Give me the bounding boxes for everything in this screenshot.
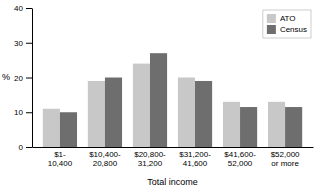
bar bbox=[285, 107, 302, 147]
tick-label-line: 41,600 bbox=[183, 159, 208, 168]
bar bbox=[60, 112, 77, 147]
legend-swatch bbox=[267, 25, 276, 34]
tick-label-line: or more bbox=[271, 159, 299, 168]
legend-item: ATO bbox=[267, 14, 296, 23]
tick-label-line: 10,400 bbox=[48, 159, 73, 168]
tick: $20,800-31,200 bbox=[134, 147, 166, 168]
tick: 30 bbox=[14, 39, 32, 48]
bars bbox=[43, 53, 302, 147]
bar bbox=[133, 64, 150, 147]
tick-label: 30 bbox=[14, 39, 23, 48]
x-axis: $1-10,400 $10,400-20,800 $20,800-31,200 $31… bbox=[33, 147, 314, 168]
tick-mark bbox=[26, 8, 32, 9]
tick: 0 bbox=[19, 143, 32, 152]
tick: 40 bbox=[14, 4, 32, 13]
bar bbox=[88, 81, 105, 147]
bar bbox=[223, 102, 240, 147]
x-axis-title: Total income bbox=[147, 177, 198, 187]
axis-line bbox=[33, 147, 314, 148]
tick-label-line: 20,800 bbox=[93, 159, 118, 168]
y-axis: 0 10 20 30 40 bbox=[14, 4, 32, 152]
tick-label: 20 bbox=[14, 74, 23, 83]
tick: $41,600-52,000 bbox=[224, 147, 256, 168]
tick: 10 bbox=[14, 108, 32, 117]
tick: $52,000or more bbox=[271, 147, 300, 168]
tick: $1-10,400 bbox=[48, 147, 73, 168]
bar bbox=[105, 78, 122, 148]
y-axis-title: % bbox=[2, 72, 10, 82]
legend-item: Census bbox=[267, 25, 307, 34]
plot: 0 10 20 30 40 $1-10,400 $10,400-20,800 $20,800-… bbox=[14, 4, 313, 168]
tick-label: $31,200-41,600 bbox=[179, 150, 211, 168]
tick-label: 0 bbox=[19, 143, 24, 152]
bar bbox=[178, 78, 195, 148]
tick-label: $10,400-20,800 bbox=[89, 150, 121, 168]
tick-label: $41,600-52,000 bbox=[224, 150, 256, 168]
tick-label-line: $10,400- bbox=[89, 150, 121, 159]
tick-mark bbox=[26, 112, 32, 113]
tick-label-line: 52,000 bbox=[228, 159, 253, 168]
tick-mark bbox=[26, 147, 32, 148]
legend-label: ATO bbox=[280, 14, 296, 23]
bar bbox=[150, 53, 167, 147]
tick: 20 bbox=[14, 74, 32, 83]
axis-line bbox=[32, 9, 33, 148]
bar bbox=[195, 81, 212, 147]
tick-label: $20,800-31,200 bbox=[134, 150, 166, 168]
bar bbox=[268, 102, 285, 147]
tick-label-line: $52,000 bbox=[271, 150, 300, 159]
bar bbox=[43, 109, 60, 147]
bar bbox=[240, 107, 257, 147]
tick-mark bbox=[26, 43, 32, 44]
tick-label-line: 31,200 bbox=[138, 159, 163, 168]
tick-label-line: $31,200- bbox=[179, 150, 211, 159]
tick-label: $52,000or more bbox=[271, 150, 300, 168]
tick-label-line: $20,800- bbox=[134, 150, 166, 159]
tick-mark bbox=[26, 78, 32, 79]
tick-label: 40 bbox=[14, 4, 23, 13]
tick: $10,400-20,800 bbox=[89, 147, 121, 168]
legend: ATO Census bbox=[263, 10, 311, 38]
legend-swatch bbox=[267, 14, 276, 23]
legend-frame bbox=[263, 10, 311, 38]
tick: $31,200-41,600 bbox=[179, 147, 211, 168]
legend-label: Census bbox=[280, 25, 307, 34]
bar-series bbox=[60, 53, 302, 147]
tick-label: $1-10,400 bbox=[48, 150, 73, 168]
tick-label-line: $1- bbox=[54, 150, 66, 159]
tick-label-line: $41,600- bbox=[224, 150, 256, 159]
tick-label: 10 bbox=[14, 108, 23, 117]
chart: 0 10 20 30 40 $1-10,400 $10,400-20,800 $20,800-… bbox=[0, 0, 321, 189]
